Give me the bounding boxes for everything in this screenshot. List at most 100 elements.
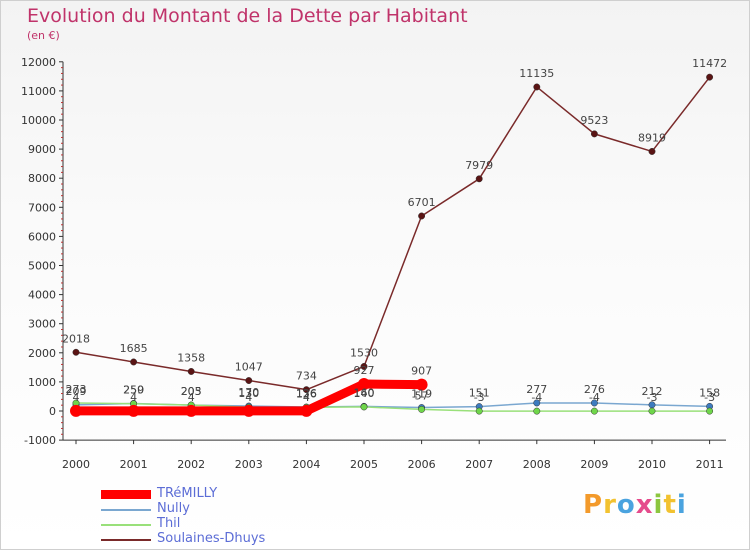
data-point	[127, 404, 140, 417]
series-line-soulaines-dhuys	[75, 76, 711, 391]
data-label: 136	[296, 387, 317, 400]
data-label: 276	[584, 383, 605, 396]
data-point	[533, 83, 541, 91]
data-point	[360, 363, 368, 370]
data-label: 203	[181, 385, 202, 398]
data-point	[475, 407, 483, 415]
x-tick-label: 2000	[62, 458, 90, 471]
legend-label: Thil	[157, 516, 181, 531]
data-label: 160	[354, 386, 375, 399]
x-tick-label: 2007	[465, 458, 493, 471]
y-tick-label: 1000	[28, 376, 56, 389]
data-label: 7979	[465, 159, 493, 172]
data-label: 4	[245, 391, 252, 404]
data-label: 11135	[519, 67, 554, 80]
data-label: -3	[474, 391, 485, 404]
data-point	[300, 404, 313, 417]
data-point	[187, 368, 195, 375]
data-label: 8919	[638, 131, 666, 144]
data-point	[590, 407, 598, 415]
y-tick-label: 6000	[28, 230, 56, 243]
data-label: 1047	[235, 361, 263, 374]
y-tick-label: 5000	[28, 260, 56, 273]
data-point	[533, 407, 541, 415]
y-tick-label: 3000	[28, 318, 56, 331]
data-label: 273	[66, 383, 87, 396]
logo-letter: i	[676, 490, 687, 520]
data-point	[648, 148, 656, 155]
series-line-thil	[75, 402, 711, 412]
logo-letter: P	[583, 490, 604, 520]
data-label: 126	[296, 387, 317, 400]
y-tick-label: 0	[49, 405, 56, 418]
data-point	[418, 212, 426, 220]
data-point	[245, 377, 253, 384]
axes: -1000 0 1000 2000 3000 4000 5000 6000 7000 8000 90…	[21, 56, 726, 471]
data-label: 6701	[408, 196, 436, 209]
y-tick-label: 2000	[28, 347, 56, 360]
data-point	[360, 403, 368, 411]
data-label: 140	[354, 387, 375, 400]
data-label: -3	[704, 391, 715, 404]
logo-letter: i	[653, 490, 664, 520]
y-tick-label: 7000	[28, 201, 56, 214]
data-label: 212	[642, 385, 663, 398]
series-lines	[71, 76, 711, 416]
chart-title: Evolution du Montant de la Dette par Hab…	[27, 5, 468, 27]
data-label: 4	[130, 391, 137, 404]
series-points	[70, 73, 714, 417]
data-label: 4	[73, 391, 80, 404]
data-point	[185, 404, 198, 417]
logo-letter: r	[603, 490, 617, 520]
x-tick-label: 2010	[638, 458, 666, 471]
y-tick-label: 12000	[21, 56, 56, 69]
logo-letter: x	[635, 490, 654, 520]
data-point	[358, 378, 370, 391]
data-label: 9523	[580, 114, 608, 127]
data-label: 2018	[62, 332, 90, 345]
x-tick-label: 2003	[235, 458, 263, 471]
x-tick-label: 2011	[696, 458, 724, 471]
data-label: 1685	[120, 342, 148, 355]
data-label: 209	[66, 385, 87, 398]
legend-label: Nully	[157, 501, 190, 516]
x-tick-label: 2004	[292, 458, 320, 471]
data-label: 259	[123, 383, 144, 396]
data-point	[648, 407, 656, 415]
data-point	[590, 130, 598, 138]
y-tick-label: 4000	[28, 289, 56, 302]
data-point	[590, 399, 598, 407]
y-tick-label: 8000	[28, 172, 56, 185]
proxiti-logo: Proxiti	[583, 490, 687, 520]
data-label: -4	[531, 391, 542, 404]
legend-swatch	[101, 490, 151, 499]
data-point	[242, 404, 255, 417]
data-label: 250	[123, 384, 144, 397]
data-label: -3	[647, 391, 658, 404]
data-point	[302, 386, 310, 394]
y-tick-label: 11000	[21, 85, 56, 98]
legend-swatch	[101, 524, 151, 526]
data-point	[706, 73, 714, 81]
data-point	[533, 399, 541, 407]
data-point	[706, 407, 714, 415]
data-point	[415, 378, 428, 391]
data-label: 1358	[177, 351, 205, 364]
y-tick-label: -1000	[24, 434, 56, 447]
data-label: 277	[526, 383, 547, 396]
x-tick-label: 2005	[350, 458, 378, 471]
legend-swatch	[101, 509, 151, 511]
logo-letter: o	[616, 490, 636, 520]
data-label: -4	[589, 391, 600, 404]
x-tick-label: 2009	[580, 458, 608, 471]
logo-letter: t	[663, 490, 677, 520]
data-label: 4	[188, 391, 195, 404]
data-label: 907	[411, 365, 432, 378]
data-label: 927	[354, 364, 375, 377]
data-label: 11472	[692, 57, 727, 70]
data-label: 205	[181, 385, 202, 398]
data-point	[418, 405, 426, 413]
x-tick-label: 2002	[177, 458, 205, 471]
